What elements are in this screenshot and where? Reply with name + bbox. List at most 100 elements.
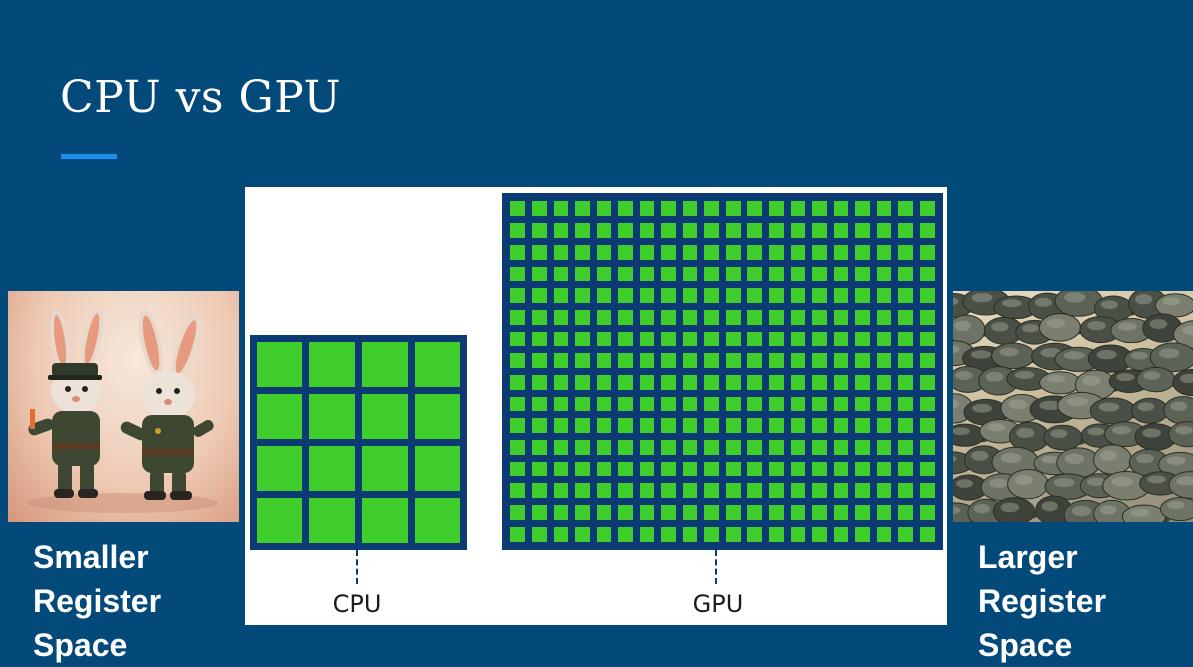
core: [876, 244, 892, 260]
core: [747, 374, 763, 390]
turtle-shell-highlight: [1112, 425, 1131, 435]
core: [833, 440, 849, 455]
turtle-shell-highlight: [1116, 373, 1135, 382]
turtle-shell-highlight: [1046, 318, 1066, 329]
core: [661, 309, 676, 325]
caption-line: Larger: [978, 539, 1078, 575]
core: [769, 461, 784, 477]
core: [812, 461, 827, 477]
caption-line: Space: [978, 627, 1073, 663]
core: [790, 288, 806, 303]
core: [704, 505, 720, 520]
core: [919, 505, 935, 520]
core: [618, 353, 633, 369]
turtle-shell-highlight: [1082, 375, 1101, 387]
core: [898, 201, 913, 217]
core: [531, 418, 547, 434]
core: [553, 223, 569, 238]
core: [898, 396, 913, 412]
core: [575, 418, 590, 434]
core: [855, 483, 870, 499]
core: [790, 461, 806, 477]
core: [833, 526, 849, 542]
core: [876, 526, 892, 542]
core: [510, 331, 526, 347]
core: [812, 288, 827, 303]
core: [553, 266, 569, 282]
core: [682, 374, 698, 390]
core: [682, 505, 698, 520]
turtle-shell-highlight: [1087, 477, 1105, 486]
core: [682, 331, 698, 347]
core: [812, 244, 827, 260]
turtle-shell-highlight: [1100, 300, 1119, 310]
caption-line: Register: [978, 583, 1107, 619]
core: [790, 353, 806, 369]
core: [575, 201, 590, 217]
core: [531, 353, 547, 369]
core: [639, 223, 655, 238]
core: [855, 505, 870, 520]
core: [553, 505, 569, 520]
turtle-shell-highlight: [1096, 349, 1117, 360]
core: [618, 374, 633, 390]
core: [661, 374, 676, 390]
core: [919, 483, 935, 499]
core: [833, 309, 849, 325]
turtle-shell-highlight: [953, 427, 970, 436]
core: [575, 266, 590, 282]
turtle-shell-highlight: [953, 455, 957, 462]
core: [661, 505, 676, 520]
core: [575, 223, 590, 238]
core: [531, 440, 547, 455]
core: [531, 288, 547, 303]
slide-title: CPU vs GPU: [60, 72, 342, 123]
core: [553, 244, 569, 260]
core: [855, 201, 870, 217]
gpu-label: GPU: [692, 590, 744, 618]
core: [661, 266, 676, 282]
core: [661, 244, 676, 260]
core: [362, 393, 408, 439]
core: [769, 223, 784, 238]
turtle-shell-highlight: [953, 345, 960, 354]
core: [876, 418, 892, 434]
turtle-shell-highlight: [1066, 396, 1089, 407]
core: [833, 396, 849, 412]
core: [553, 353, 569, 369]
core: [725, 396, 741, 412]
core: [919, 374, 935, 390]
core: [510, 244, 526, 260]
core: [747, 201, 763, 217]
cpu-gpu-diagram: CPU GPU: [245, 187, 947, 625]
turtle-shell-highlight: [972, 403, 992, 413]
core: [769, 288, 784, 303]
core: [510, 505, 526, 520]
core: [661, 201, 676, 217]
core: [855, 244, 870, 260]
turtle-shell-highlight: [1142, 428, 1161, 438]
core: [596, 396, 612, 412]
core: [725, 201, 741, 217]
core: [855, 374, 870, 390]
core: [661, 331, 676, 347]
core: [833, 266, 849, 282]
core: [309, 341, 355, 387]
turtle-shell-highlight: [1000, 452, 1022, 464]
core: [553, 309, 569, 325]
core: [876, 223, 892, 238]
turtle-shell: [1160, 497, 1193, 522]
cpu-label: CPU: [332, 590, 382, 618]
core: [769, 201, 784, 217]
core: [682, 309, 698, 325]
turtle-shell-highlight: [1162, 297, 1181, 306]
core: [414, 393, 461, 439]
core: [919, 353, 935, 369]
core: [790, 201, 806, 217]
turtle-shell-highlight: [1039, 400, 1061, 411]
core: [531, 374, 547, 390]
turtle-shell-highlight: [973, 503, 990, 514]
core: [639, 440, 655, 455]
core: [769, 396, 784, 412]
core: [256, 446, 303, 492]
